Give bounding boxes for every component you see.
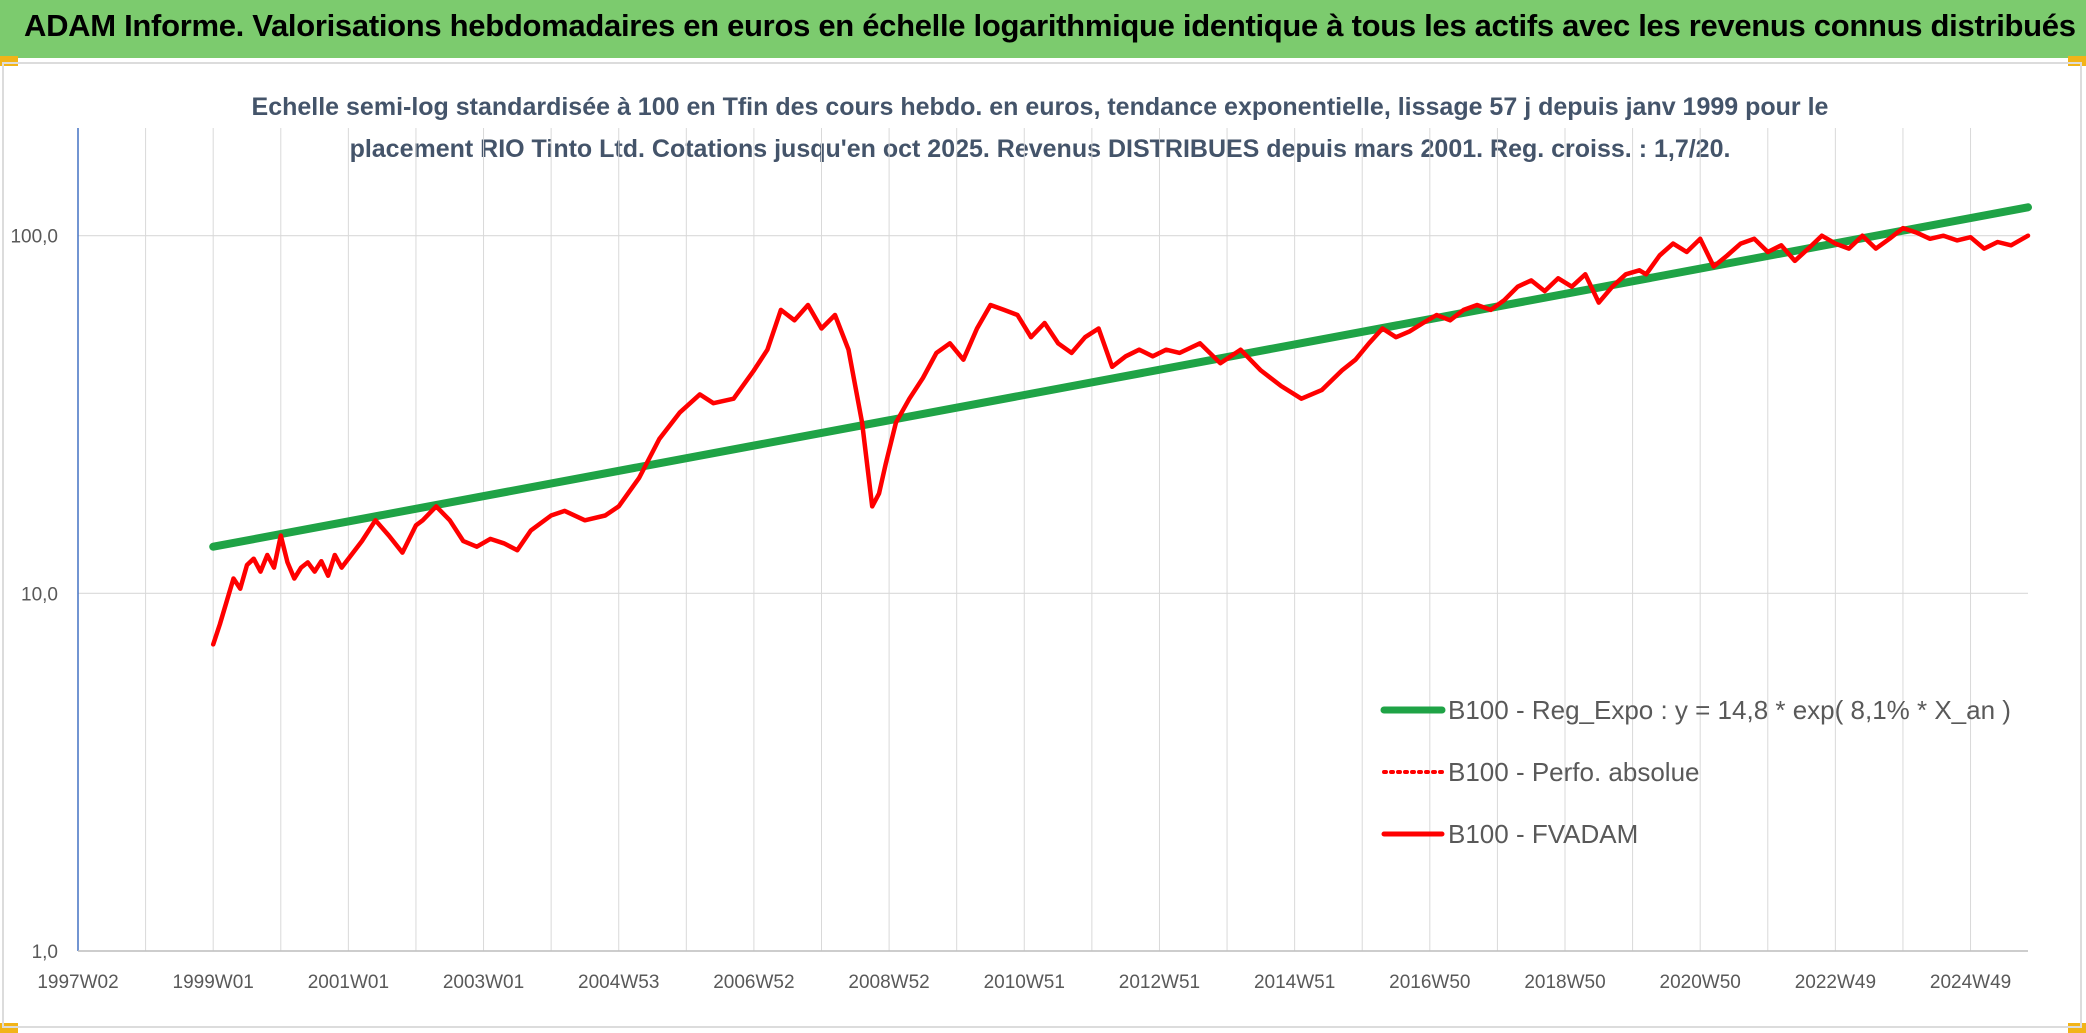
corner-marker-bottom-right (2068, 1023, 2086, 1033)
x-tick-label: 2022W49 (1795, 972, 1876, 993)
x-tick-label: 2004W53 (578, 972, 659, 993)
corner-marker-top-right (2068, 56, 2086, 66)
x-tick-label: 2016W50 (1389, 972, 1470, 993)
chart-frame (2, 62, 2082, 1028)
legend-item-regression-label: B100 - Reg_Expo : y = 14,8 * exp( 8,1% *… (1448, 695, 2011, 725)
chart-subtitle-line-1: Echelle semi-log standardisée à 100 en T… (251, 93, 1829, 121)
chart-grid (77, 128, 2028, 952)
x-tick-label: 1997W02 (37, 972, 118, 993)
x-tick-label: 2020W50 (1660, 972, 1741, 993)
chart-tick-labels: 1,0 10,0 100,0 1997W02 1999W01 2001W01 2003W01… (10, 227, 2011, 993)
page-title: ADAM Informe. Valorisations hebdomadaire… (24, 8, 2076, 43)
x-tick-label: 2024W49 (1930, 972, 2011, 993)
series-line-fvadam (210, 225, 2031, 647)
x-tick-label: 2003W01 (443, 972, 524, 993)
y-tick-label: 1,0 (32, 942, 58, 963)
legend-item-perfo-absolue-label: B100 - Perfo. absolue (1448, 757, 1700, 787)
chart-subtitle: Echelle semi-log standardisée à 100 en T… (230, 86, 1850, 170)
corner-marker-bottom-left (0, 1023, 18, 1033)
header-banner: ADAM Informe. Valorisations hebdomadaire… (0, 0, 2086, 58)
y-tick-label: 10,0 (21, 584, 58, 605)
series-line-regression (209, 203, 2032, 551)
x-tick-label: 2008W52 (848, 972, 929, 993)
chart-legend: B100 - Reg_Expo : y = 14,8 * exp( 8,1% *… (1380, 695, 2011, 849)
x-tick-label: 1999W01 (173, 972, 254, 993)
chart-axes (77, 128, 2028, 952)
y-tick-label: 100,0 (10, 227, 58, 248)
x-tick-label: 2018W50 (1524, 972, 1605, 993)
x-tick-label: 2010W51 (984, 972, 1065, 993)
corner-marker-top-left (0, 56, 18, 66)
x-tick-label: 2014W51 (1254, 972, 1335, 993)
x-tick-label: 2012W51 (1119, 972, 1200, 993)
x-tick-label: 2006W52 (713, 972, 794, 993)
x-tick-label: 2001W01 (308, 972, 389, 993)
chart-subtitle-line-2: placement RIO Tinto Ltd. Cotations jusqu… (349, 135, 1731, 163)
legend-item-fvadam-label: B100 - FVADAM (1448, 819, 1638, 849)
chart-series (209, 203, 2032, 647)
